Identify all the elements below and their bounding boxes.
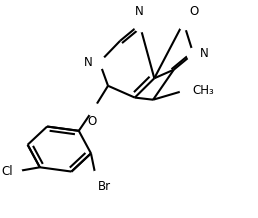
Text: O: O: [87, 115, 97, 128]
Text: Cl: Cl: [1, 165, 13, 178]
Text: O: O: [190, 5, 199, 18]
Text: Br: Br: [98, 180, 111, 193]
Text: N: N: [200, 47, 209, 60]
Text: CH₃: CH₃: [192, 83, 214, 97]
Text: N: N: [135, 5, 144, 18]
Text: N: N: [84, 56, 93, 69]
